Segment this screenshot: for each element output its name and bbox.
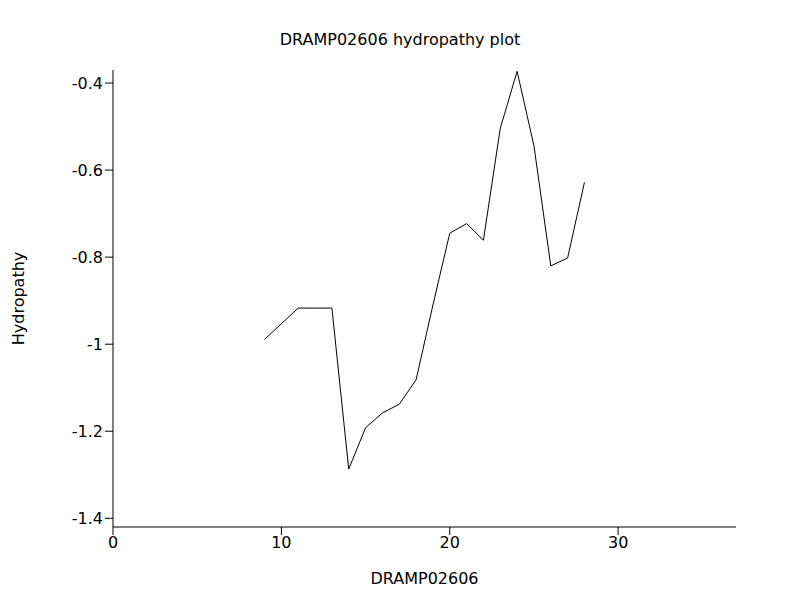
html-text:DRAMP02606 hydropathy plot: DRAMP02606 hydropathy plot — [279, 30, 521, 49]
svg-text:20: 20 — [440, 533, 460, 552]
svg-text:-0.4: -0.4 — [72, 74, 103, 93]
svg-text:0: 0 — [108, 533, 118, 552]
svg-text:10: 10 — [271, 533, 291, 552]
svg-text:-0.6: -0.6 — [72, 161, 103, 180]
svg-text:-0.8: -0.8 — [72, 248, 103, 267]
svg-text:Hydropathy: Hydropathy — [9, 252, 28, 346]
svg-text:DRAMP02606: DRAMP02606 — [370, 569, 478, 588]
svg-text:-1.4: -1.4 — [72, 509, 103, 528]
svg-text:-1.2: -1.2 — [72, 422, 103, 441]
svg-text:-1: -1 — [87, 335, 103, 354]
svg-text:30: 30 — [608, 533, 628, 552]
